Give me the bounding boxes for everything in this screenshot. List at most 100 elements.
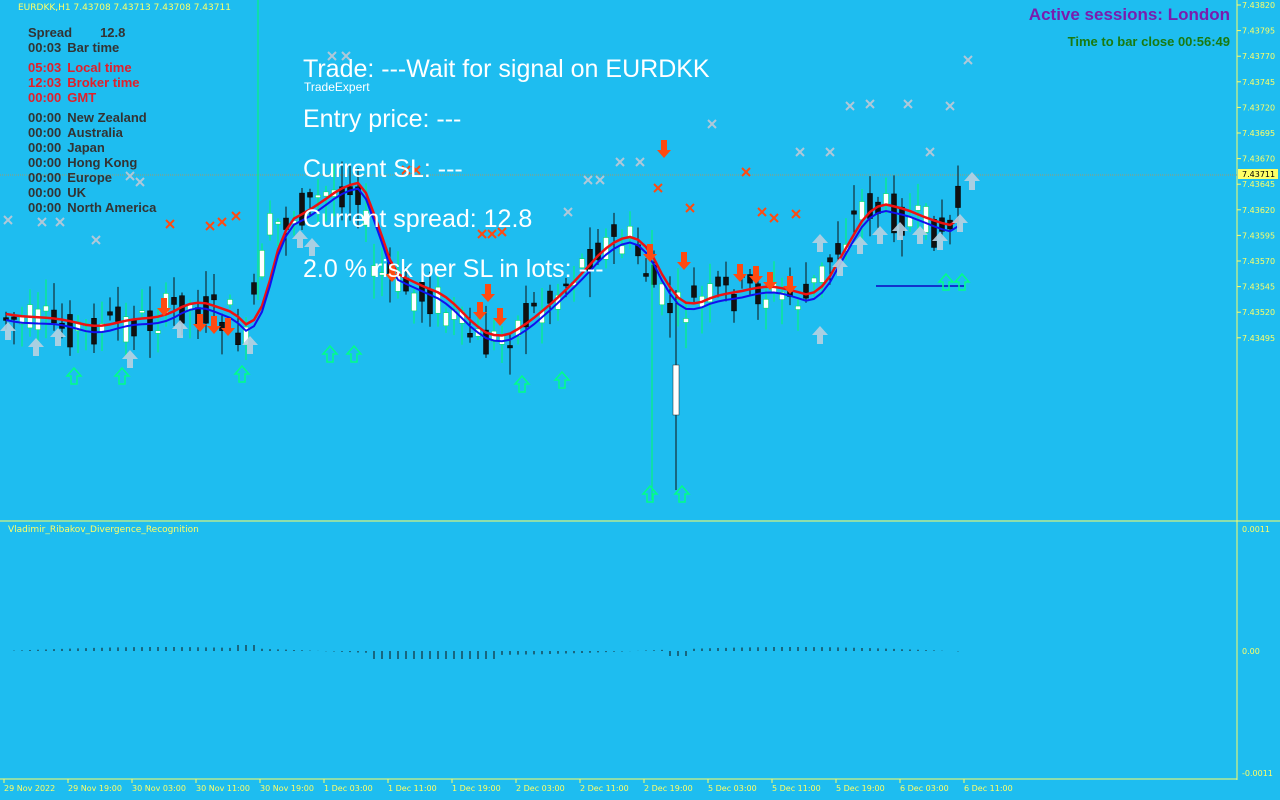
cross-marker-icon bbox=[865, 99, 875, 109]
candle-body bbox=[507, 345, 513, 349]
indicator-axis-label: 0.0011 bbox=[1242, 525, 1270, 534]
up-arrow-icon bbox=[852, 236, 868, 254]
ma-blue-line bbox=[5, 187, 959, 343]
time-label: 29 Nov 2022 bbox=[4, 784, 55, 793]
price-label: 7.43820 bbox=[1242, 1, 1275, 10]
time-label: 1 Dec 11:00 bbox=[388, 784, 437, 793]
info-row-label: Local time bbox=[67, 60, 132, 75]
candle-body bbox=[371, 265, 377, 277]
candle-body bbox=[715, 276, 721, 287]
candle-body bbox=[619, 245, 625, 255]
cross-marker-icon bbox=[945, 101, 955, 111]
info-row: 00:00 Europe bbox=[28, 170, 112, 185]
candle-body bbox=[299, 192, 305, 226]
time-label: 5 Dec 03:00 bbox=[708, 784, 757, 793]
risk-lots-text: 2.0 % risk per SL in lots: --- bbox=[303, 255, 604, 283]
candle-body bbox=[227, 299, 233, 305]
candle-body bbox=[763, 299, 769, 309]
cross-marker-icon bbox=[341, 51, 351, 61]
candle-body bbox=[659, 283, 665, 306]
info-row-time: 00:00 bbox=[28, 155, 62, 170]
info-row-time: 00:00 bbox=[28, 110, 62, 125]
info-row-time: 00:00 bbox=[28, 200, 62, 215]
price-label: 7.43745 bbox=[1242, 78, 1275, 87]
sell-arrow-icon bbox=[733, 264, 747, 282]
candle-body bbox=[795, 305, 801, 310]
candle-body bbox=[363, 210, 369, 226]
up-arrow-icon bbox=[932, 232, 948, 250]
up-arrow-icon bbox=[812, 234, 828, 252]
candle-body bbox=[315, 194, 321, 198]
time-label: 2 Dec 11:00 bbox=[580, 784, 629, 793]
trade-signal-text: Trade: ---Wait for signal on EURDKK bbox=[303, 55, 710, 83]
info-row-label: 12.8 bbox=[100, 25, 126, 40]
cross-marker-icon bbox=[231, 211, 241, 221]
cross-marker-icon bbox=[795, 147, 805, 157]
cross-marker-icon bbox=[757, 207, 767, 217]
info-row: 00:00 New Zealand bbox=[28, 110, 147, 125]
candle-body bbox=[523, 303, 529, 328]
entry-price-text: Entry price: --- bbox=[303, 105, 462, 133]
current-spread-text: Current spread: 12.8 bbox=[303, 205, 533, 233]
candle-body bbox=[723, 276, 729, 286]
info-row-time: 00:00 bbox=[28, 140, 62, 155]
cross-marker-icon bbox=[3, 215, 13, 225]
cross-marker-icon bbox=[135, 177, 145, 187]
cross-marker-icon bbox=[963, 55, 973, 65]
up-arrow-icon bbox=[304, 238, 320, 256]
cross-marker-icon bbox=[825, 147, 835, 157]
buy-arrow-icon bbox=[937, 272, 955, 291]
buy-arrow-icon bbox=[321, 344, 339, 363]
candle-body bbox=[35, 308, 41, 330]
cross-marker-icon bbox=[583, 175, 593, 185]
cross-marker-icon bbox=[401, 165, 411, 175]
candle-body bbox=[115, 306, 121, 322]
info-row-label: Hong Kong bbox=[67, 155, 138, 170]
info-row-time: 00:00 bbox=[28, 125, 62, 140]
time-label: 1 Dec 19:00 bbox=[452, 784, 501, 793]
cross-marker-icon bbox=[707, 119, 717, 129]
info-row-time: 05:03 bbox=[28, 60, 62, 75]
sell-arrow-icon bbox=[385, 264, 399, 282]
info-row-label: Broker time bbox=[67, 75, 140, 90]
info-row-label: GMT bbox=[67, 90, 97, 105]
up-arrow-icon bbox=[812, 326, 828, 344]
info-row-time: Spread bbox=[28, 25, 73, 40]
candle-body bbox=[51, 309, 57, 324]
cross-marker-icon bbox=[217, 217, 227, 227]
candle-body bbox=[851, 210, 857, 215]
buy-arrow-icon bbox=[513, 374, 531, 393]
price-label: 7.43770 bbox=[1242, 52, 1275, 61]
current-sl-text: Current SL: --- bbox=[303, 155, 463, 183]
candle-body bbox=[931, 219, 937, 248]
candle-body bbox=[643, 273, 649, 277]
cross-marker-icon bbox=[903, 99, 913, 109]
candle-body bbox=[147, 310, 153, 331]
buy-arrow-icon bbox=[345, 344, 363, 363]
candle-body bbox=[323, 191, 329, 197]
bar-close-timer: Time to bar close 00:56:49 bbox=[1067, 34, 1230, 49]
buy-arrow-icon bbox=[553, 370, 571, 389]
sell-arrow-icon bbox=[763, 272, 777, 290]
indicator-axis-label: 0.00 bbox=[1242, 647, 1260, 656]
price-label: 7.43670 bbox=[1242, 155, 1275, 164]
candle-body bbox=[627, 226, 633, 239]
price-label: 7.43620 bbox=[1242, 206, 1275, 215]
candle-body bbox=[691, 285, 697, 298]
candle-body bbox=[595, 242, 601, 260]
time-label: 2 Dec 03:00 bbox=[516, 784, 565, 793]
candle-body bbox=[811, 277, 817, 283]
sell-arrow-icon bbox=[473, 302, 487, 320]
price-label: 7.43695 bbox=[1242, 129, 1275, 138]
price-label: 7.43570 bbox=[1242, 257, 1275, 266]
up-arrow-icon bbox=[28, 338, 44, 356]
up-arrow-icon bbox=[952, 214, 968, 232]
sell-arrow-icon bbox=[643, 244, 657, 262]
candle-body bbox=[107, 311, 113, 316]
cross-marker-icon bbox=[653, 183, 663, 193]
candle-body bbox=[731, 294, 737, 312]
sell-arrow-icon bbox=[207, 316, 221, 334]
sell-arrow-icon bbox=[221, 318, 235, 336]
candle-body bbox=[611, 224, 617, 237]
